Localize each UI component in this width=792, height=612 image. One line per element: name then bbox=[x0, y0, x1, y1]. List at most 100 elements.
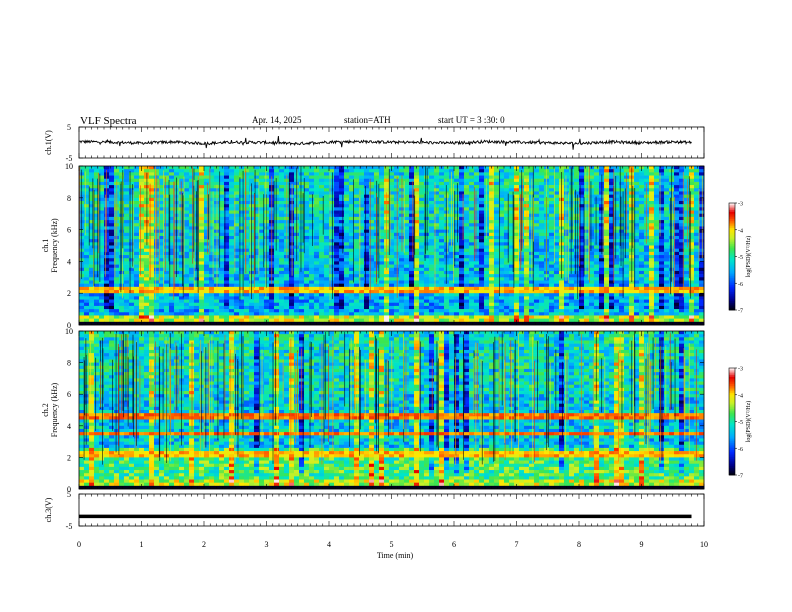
spectrogram-cell bbox=[179, 191, 185, 195]
spectrogram-cell bbox=[584, 178, 590, 183]
spectrogram-cell bbox=[234, 178, 240, 183]
spectrogram-cell bbox=[604, 207, 610, 211]
spectrogram-cell bbox=[209, 226, 215, 230]
spectrogram-cell bbox=[159, 175, 165, 180]
spectrogram-cell bbox=[584, 283, 590, 288]
spectrogram-cell bbox=[324, 172, 330, 176]
spectrogram-cell bbox=[504, 220, 510, 224]
spectrogram-cell bbox=[304, 175, 310, 180]
spectrogram-cell bbox=[159, 261, 165, 265]
spectrogram-cell bbox=[89, 197, 95, 202]
spectrogram-cell bbox=[104, 166, 110, 170]
spectrogram-cell bbox=[604, 242, 610, 246]
spectrogram-cell bbox=[239, 185, 245, 189]
spectrogram-cell bbox=[204, 213, 210, 218]
spectrogram-cell bbox=[319, 204, 325, 208]
spectrogram-cell bbox=[124, 248, 130, 253]
spectrogram-cell bbox=[379, 200, 385, 205]
spectrogram-cell bbox=[609, 251, 615, 256]
spectrogram-cell bbox=[189, 220, 195, 224]
spectrogram-cell bbox=[94, 267, 100, 272]
spectrogram-cell bbox=[239, 261, 245, 265]
spectrogram-cell bbox=[519, 166, 525, 170]
spectrogram-cell bbox=[199, 239, 205, 243]
spectrogram-cell bbox=[244, 239, 250, 243]
spectrogram-cell bbox=[649, 191, 655, 195]
spectrogram-cell bbox=[604, 213, 610, 218]
spectrogram-cell bbox=[289, 185, 295, 189]
spectrogram-cell bbox=[649, 229, 655, 234]
spectrogram-cell bbox=[404, 188, 410, 192]
spectrogram-cell bbox=[484, 245, 490, 249]
spectrogram-cell bbox=[329, 258, 335, 262]
spectrogram-cell bbox=[244, 277, 250, 281]
spectrogram-cell bbox=[99, 261, 105, 265]
spectrogram-cell bbox=[424, 213, 430, 218]
spectrogram-cell bbox=[409, 255, 415, 259]
spectrogram-cell bbox=[84, 204, 90, 208]
spectrogram-cell bbox=[664, 172, 670, 176]
spectrogram-cell bbox=[504, 258, 510, 262]
spectrogram-cell bbox=[189, 235, 195, 240]
spectrogram-cell bbox=[244, 283, 250, 288]
spectrogram-cell bbox=[664, 226, 670, 230]
spectrogram-cell bbox=[104, 264, 110, 269]
spectrogram-cell bbox=[179, 245, 185, 249]
spectrogram-cell bbox=[189, 223, 195, 227]
spectrogram-cell bbox=[604, 261, 610, 265]
spectrogram-cell bbox=[314, 210, 320, 214]
spectrogram-cell bbox=[529, 169, 535, 173]
spectrogram-cell bbox=[364, 185, 370, 189]
spectrogram-cell bbox=[374, 172, 380, 176]
spectrogram-cell bbox=[344, 239, 350, 243]
spectrogram-cell bbox=[209, 185, 215, 189]
spectrogram-cell bbox=[534, 267, 540, 272]
spectrogram-cell bbox=[424, 251, 430, 256]
spectrogram-cell bbox=[479, 191, 485, 195]
spectrogram-cell bbox=[349, 220, 355, 224]
spectrogram-cell bbox=[139, 204, 145, 208]
spectrogram-cell bbox=[364, 270, 370, 275]
spectrogram-cell bbox=[159, 191, 165, 195]
spectrogram-cell bbox=[389, 267, 395, 272]
spectrogram-cell bbox=[209, 235, 215, 240]
spectrogram-cell bbox=[679, 191, 685, 195]
spectrogram-cell bbox=[369, 229, 375, 234]
spectrogram-cell bbox=[94, 210, 100, 214]
spectrogram-cell bbox=[619, 242, 625, 246]
spectrogram-cell bbox=[489, 204, 495, 208]
spectrogram-cell bbox=[459, 175, 465, 180]
spectrogram-cell bbox=[644, 178, 650, 183]
spectrogram-cell bbox=[304, 235, 310, 240]
spectrogram-cell bbox=[324, 216, 330, 221]
spectrogram-cell bbox=[699, 283, 705, 288]
spectrogram-cell bbox=[674, 197, 680, 202]
spectrogram-cell bbox=[134, 264, 140, 269]
spectrogram-cell bbox=[649, 200, 655, 205]
spectrogram-cell bbox=[119, 210, 125, 214]
spectrogram-cell bbox=[539, 239, 545, 243]
spectrogram-cell bbox=[499, 245, 505, 249]
spectrogram-cell bbox=[619, 210, 625, 214]
spectrogram-cell bbox=[584, 261, 590, 265]
spectrogram-cell bbox=[479, 235, 485, 240]
spectrogram-cell bbox=[99, 197, 105, 202]
spectrogram-cell bbox=[289, 248, 295, 253]
spectrogram-cell bbox=[454, 200, 460, 205]
spectrogram-cell bbox=[454, 245, 460, 249]
spectrogram-cell bbox=[504, 277, 510, 281]
spectrogram-cell bbox=[154, 280, 160, 284]
spectrogram-cell bbox=[494, 232, 500, 237]
spectrogram-cell bbox=[319, 220, 325, 224]
spectrogram-cell bbox=[649, 166, 655, 170]
spectrogram-cell bbox=[409, 229, 415, 234]
spectrogram-cell bbox=[484, 274, 490, 278]
spectrogram-cell bbox=[84, 258, 90, 262]
spectrogram-cell bbox=[599, 283, 605, 288]
spectrogram-cell bbox=[454, 207, 460, 211]
spectrogram-cell bbox=[689, 270, 695, 275]
spectrogram-cell bbox=[639, 191, 645, 195]
spectrogram-cell bbox=[264, 178, 270, 183]
spectrogram-cell bbox=[224, 191, 230, 195]
spectrogram-cell bbox=[504, 255, 510, 259]
